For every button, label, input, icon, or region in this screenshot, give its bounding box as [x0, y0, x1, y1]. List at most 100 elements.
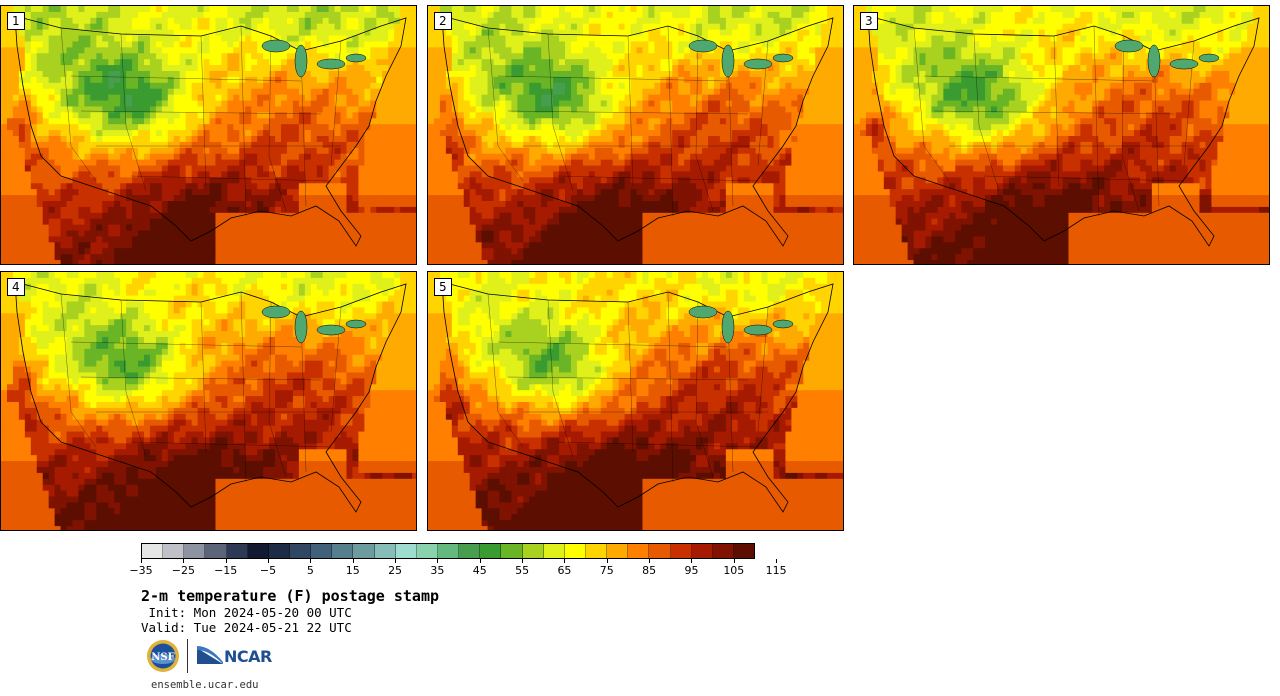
colorbar-tick-label: −5: [259, 564, 277, 577]
colorbar-swatch: [374, 544, 396, 558]
great-lake: [316, 58, 346, 70]
state-boundary: [667, 291, 674, 483]
colorbar-tick: [352, 559, 354, 563]
state-boundary: [973, 33, 1000, 192]
colorbar-swatch: [459, 544, 481, 558]
state-boundary: [200, 301, 207, 453]
colorbar-tick: [691, 559, 693, 563]
temperature-map: [1, 6, 416, 264]
colorbar-swatch: [247, 544, 269, 558]
state-boundary: [487, 293, 524, 448]
colorbar-tick: [395, 559, 397, 563]
state-boundary: [80, 376, 322, 381]
temperature-colorbar: [141, 543, 755, 559]
colorbar-swatch: [142, 544, 164, 558]
great-lake: [345, 319, 367, 329]
great-lake: [1114, 39, 1144, 53]
great-lake: [743, 324, 773, 336]
great-lake: [1198, 53, 1220, 63]
temperature-map: [1, 272, 416, 530]
colorbar-tick-label: −25: [171, 564, 195, 577]
temperature-field: [854, 6, 1269, 264]
state-boundary: [70, 341, 302, 348]
great-lake: [1169, 58, 1199, 70]
state-boundary: [923, 75, 1155, 82]
state-boundary: [667, 25, 674, 217]
map-panel-3: 3: [853, 5, 1270, 265]
great-lake: [261, 39, 291, 53]
colorbar-tick-label: 55: [515, 564, 530, 577]
temperature-field: [1, 272, 416, 530]
panel-number-label: 1: [7, 12, 25, 30]
state-boundary: [120, 299, 147, 458]
colorbar-swatch: [311, 544, 333, 558]
state-boundary: [557, 441, 759, 448]
colorbar-tick-label: 45: [472, 564, 487, 577]
colorbar-swatch: [649, 544, 671, 558]
colorbar-swatch: [205, 544, 227, 558]
state-boundary: [933, 110, 1175, 115]
colorbar-tick: [733, 559, 735, 563]
colorbar-swatch: [691, 544, 713, 558]
map-panel-1: 1: [0, 5, 417, 265]
colorbar-tick: [522, 559, 524, 563]
colorbar-swatch: [670, 544, 692, 558]
great-lake: [743, 58, 773, 70]
colorbar-swatch: [268, 544, 290, 558]
colorbar-swatch: [184, 544, 206, 558]
colorbar-tick: [564, 559, 566, 563]
temperature-field: [428, 6, 843, 264]
nsf-logo-text: NSF: [151, 652, 174, 663]
colorbar-swatch: [522, 544, 544, 558]
colorbar-swatch: [332, 544, 354, 558]
state-boundary: [80, 110, 322, 115]
colorbar-swatch: [607, 544, 629, 558]
great-lake: [772, 319, 794, 329]
state-boundary: [487, 27, 524, 182]
colorbar-swatch: [733, 544, 755, 558]
state-boundary: [120, 33, 147, 192]
colorbar-tick-label: 25: [388, 564, 403, 577]
colorbar-tick-label: 75: [599, 564, 614, 577]
state-boundary: [240, 291, 247, 483]
colorbar-swatch: [628, 544, 650, 558]
state-boundary: [200, 35, 207, 187]
state-boundary: [507, 110, 749, 115]
colorbar-swatch: [226, 544, 248, 558]
site-url: ensemble.ucar.edu: [151, 679, 259, 691]
great-lake: [345, 53, 367, 63]
great-lake: [772, 53, 794, 63]
map-panel-5: 5: [427, 271, 844, 531]
colorbar-tick-label: −35: [129, 564, 153, 577]
map-panel-4: 4: [0, 271, 417, 531]
colorbar-tick-label: −15: [214, 564, 238, 577]
state-boundary: [547, 33, 574, 192]
great-lake: [688, 305, 718, 319]
colorbar-tick-label: 5: [306, 564, 314, 577]
temperature-map: [854, 6, 1269, 264]
temperature-field: [1, 6, 416, 264]
colorbar-swatch: [289, 544, 312, 558]
panel-number-label: 4: [7, 278, 25, 296]
state-boundary: [983, 175, 1185, 182]
great-lake: [721, 44, 735, 78]
great-lake: [1147, 44, 1161, 78]
colorbar-swatch: [501, 544, 523, 558]
panel-number-label: 5: [434, 278, 452, 296]
state-boundary: [60, 27, 97, 182]
temperature-map: [428, 272, 843, 530]
temperature-field: [428, 272, 843, 530]
state-boundary: [913, 27, 950, 182]
colorbar-tick: [141, 559, 142, 563]
colorbar-tick-label: 105: [723, 564, 745, 577]
colorbar-tick: [310, 559, 312, 563]
state-boundary: [130, 441, 332, 448]
state-boundary: [497, 341, 729, 348]
colorbar-swatch: [480, 544, 502, 558]
state-boundary: [627, 301, 634, 453]
panel-number-label: 2: [434, 12, 452, 30]
colorbar-tick-label: 65: [557, 564, 572, 577]
colorbar-tick-labels: −35 −25 −15 −5 5 15 25 35 45 55 65 75 85 95 105 115: [129, 559, 787, 579]
init-time: Init: Mon 2024-05-20 00 UTC: [141, 605, 352, 620]
state-boundary: [1053, 35, 1060, 187]
